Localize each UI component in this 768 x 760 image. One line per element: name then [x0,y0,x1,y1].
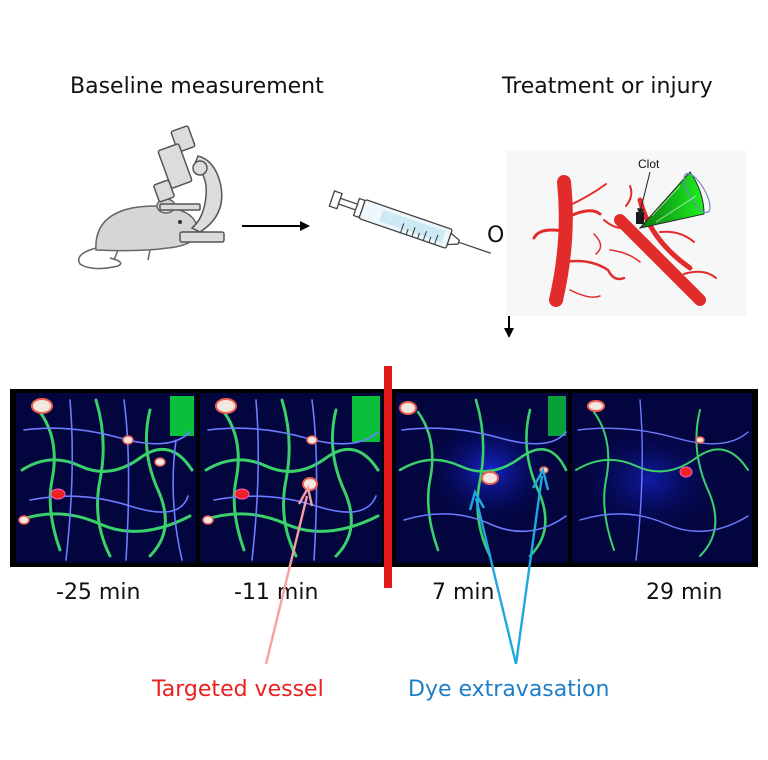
clot-label: Clot [638,157,660,171]
imaging-strip [10,366,758,588]
image-panel-1 [16,393,196,563]
microscope-icon [153,125,225,243]
image-panel-2 [200,393,382,563]
timepoint-label: 7 min [432,580,495,605]
treatment-heading: Treatment or injury [502,74,713,99]
dye-extravasation-arrows [468,466,550,665]
baseline-heading: Baseline measurement [70,74,324,99]
treatment-divider [384,366,392,588]
vessel-clot-illustration: Clot [506,150,746,316]
timepoint-label: 29 min [646,580,723,605]
arrow-right-icon [242,221,310,231]
syringe-icon [328,190,491,254]
timepoint-label: -25 min [56,580,141,605]
targeted-vessel-arrow [264,484,314,665]
timepoint-label: -11 min [234,580,319,605]
targeted-vessel-label: Targeted vessel [151,677,324,702]
dye-extravasation-label: Dye extravasation [408,677,609,702]
image-panel-4 [570,393,752,563]
